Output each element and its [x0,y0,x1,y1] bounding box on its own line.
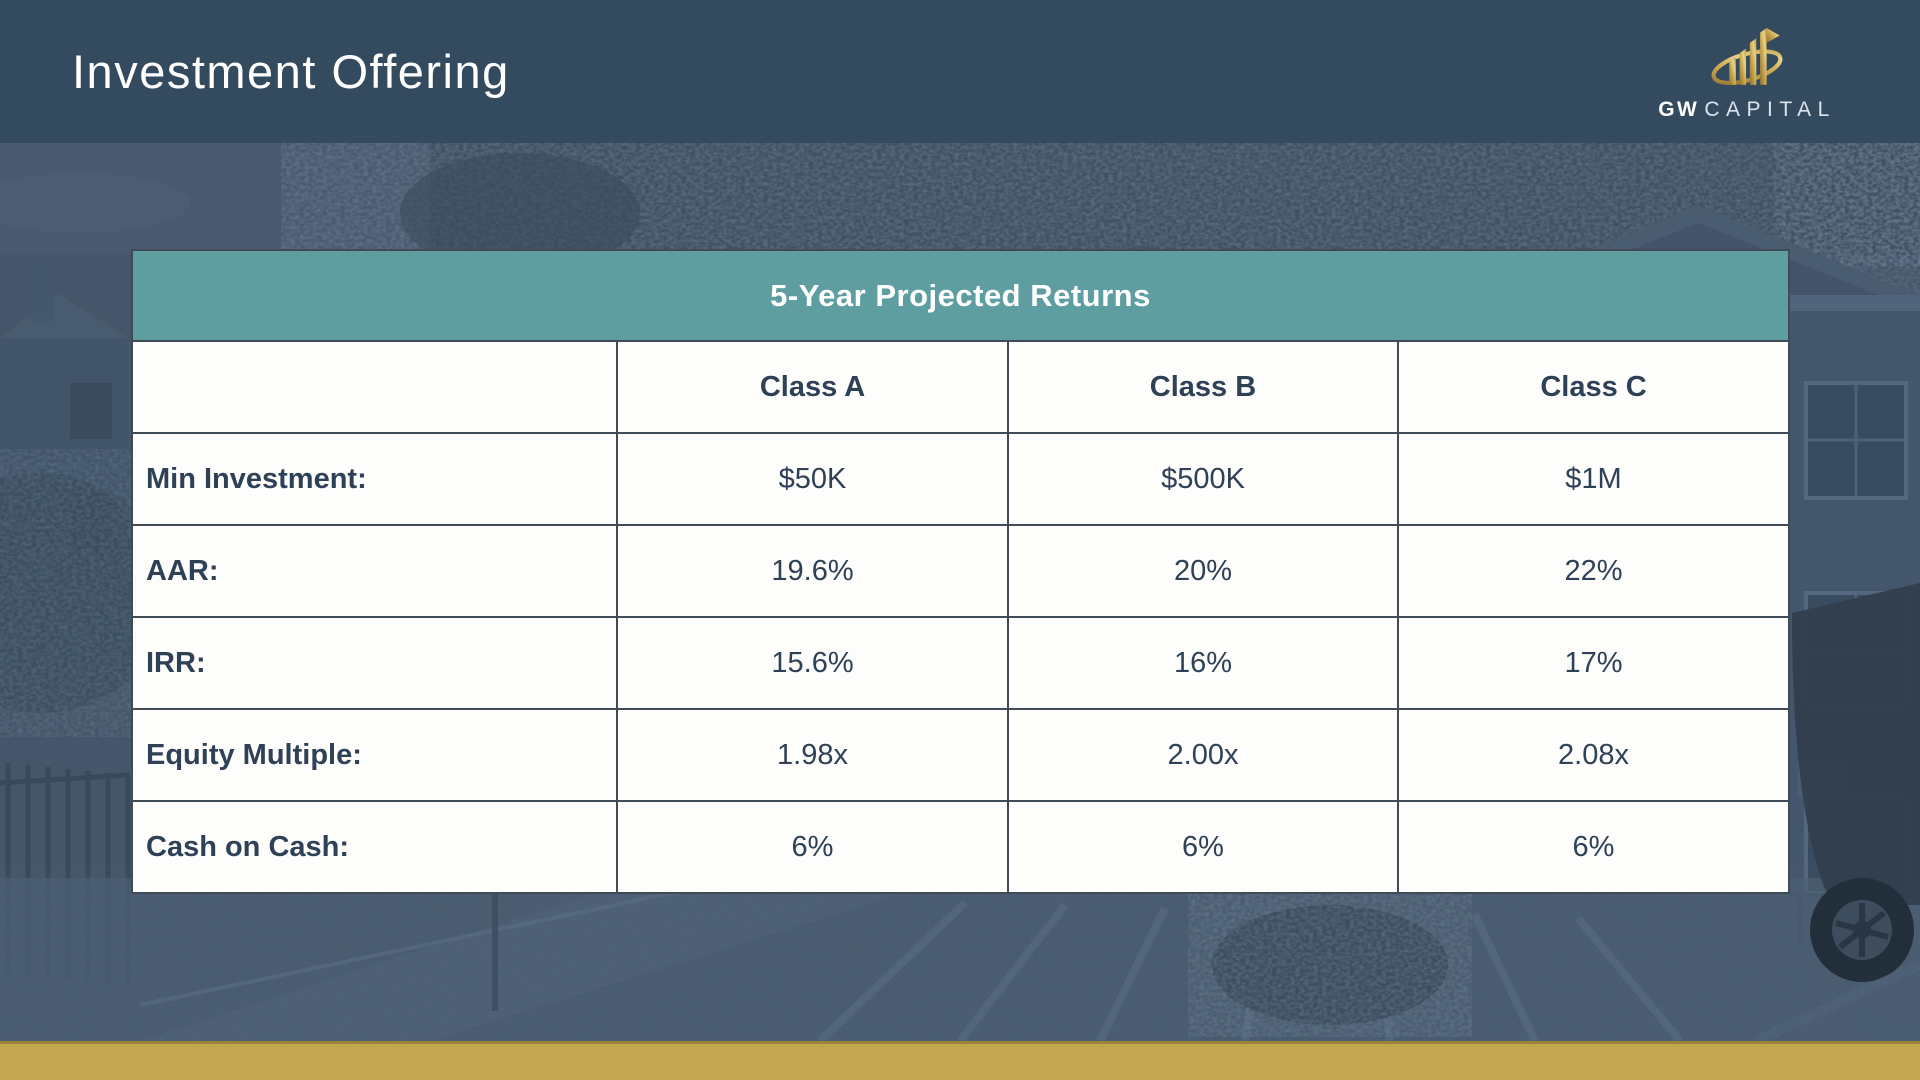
table-row-aar: AAR: 19.6% 20% 22% [131,524,1791,618]
value-cell: 6% [1007,800,1399,894]
table-row-min-investment: Min Investment: $50K $500K $1M [131,432,1791,526]
top-bar: Investment Offering [0,0,1920,143]
column-header-row: Class A Class B Class C [131,340,1791,434]
row-label: Equity Multiple: [131,708,618,802]
column-header-class-c: Class C [1396,340,1791,434]
page-title: Investment Offering [72,45,510,98]
logo-capital-text: CAPITAL [1704,98,1836,121]
table-title: 5-Year Projected Returns [130,249,1791,342]
value-cell: 17% [1396,616,1791,710]
table-row-cash-on-cash: Cash on Cash: 6% 6% 6% [131,800,1791,894]
column-header-class-b: Class B [1007,340,1399,434]
row-label: IRR: [131,616,618,710]
value-cell: $500K [1007,432,1399,526]
logo-wordmark: GW CAPITAL [1658,98,1836,122]
corner-cell [131,340,618,434]
value-cell: 15.6% [616,616,1009,710]
table-row-equity-multiple: Equity Multiple: 1.98x 2.00x 2.08x [131,708,1791,802]
value-cell: 22% [1396,524,1791,618]
gw-capital-logo: GW CAPITAL [1632,14,1862,122]
table-row-irr: IRR: 15.6% 16% 17% [131,616,1791,710]
value-cell: $50K [616,432,1009,526]
row-label: Cash on Cash: [131,800,618,894]
value-cell: 6% [1396,800,1791,894]
value-cell: 1.98x [616,708,1009,802]
value-cell: 6% [616,800,1009,894]
row-label: Min Investment: [131,432,618,526]
logo-gw-text: GW [1658,98,1700,121]
value-cell: 20% [1007,524,1399,618]
table-title-row: 5-Year Projected Returns [130,249,1791,342]
projected-returns-table: 5-Year Projected Returns Class A Class B… [130,249,1791,894]
row-label: AAR: [131,524,618,618]
value-cell: $1M [1396,432,1791,526]
value-cell: 2.08x [1396,708,1791,802]
value-cell: 16% [1007,616,1399,710]
buildings-swoosh-icon [1711,28,1783,86]
value-cell: 2.00x [1007,708,1399,802]
value-cell: 19.6% [616,524,1009,618]
bottom-accent-bar [0,1041,1920,1080]
column-header-class-a: Class A [616,340,1009,434]
